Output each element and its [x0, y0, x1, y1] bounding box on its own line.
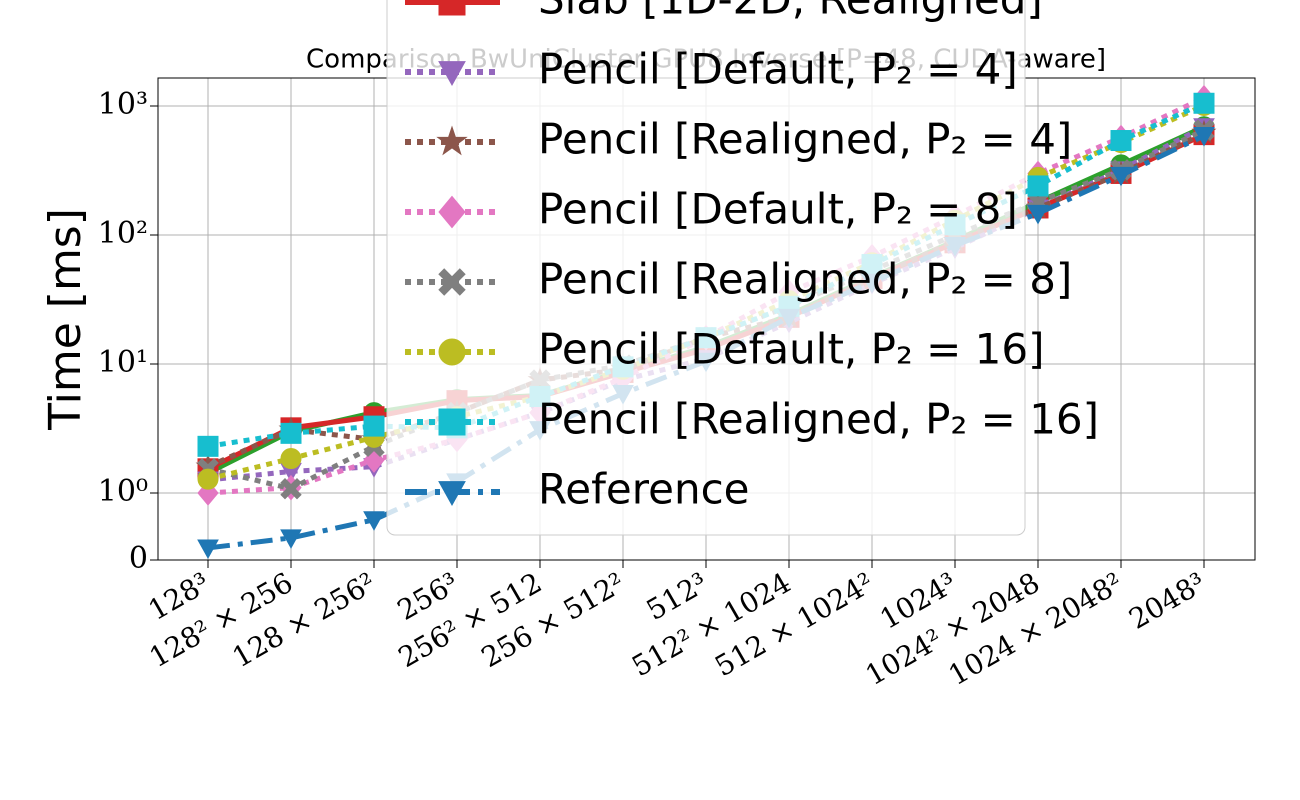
- marker: [1193, 92, 1215, 114]
- marker: [438, 61, 466, 87]
- y-tick-label: 0: [129, 541, 148, 576]
- marker: [280, 529, 302, 549]
- marker: [1193, 127, 1215, 147]
- legend-label: Pencil [Realigned, P₂ = 4]: [538, 115, 1072, 164]
- y-tick-label: 10⁰: [98, 474, 148, 509]
- y-tick-label: 10³: [98, 87, 148, 122]
- legend-box: [386, 0, 1026, 536]
- marker: [197, 539, 219, 559]
- legend-label: Pencil [Default, P₂ = 4]: [538, 45, 1018, 94]
- legend-label: Slab [1D-2D, Realigned]: [538, 0, 1043, 24]
- marker: [1027, 204, 1049, 225]
- marker: [280, 422, 302, 444]
- marker: [436, 125, 468, 156]
- marker: [197, 435, 219, 457]
- legend-label: Pencil [Default, P₂ = 8]: [538, 185, 1018, 234]
- marker: [438, 338, 466, 366]
- marker: [197, 468, 219, 490]
- marker: [1110, 166, 1132, 187]
- y-axis-label: Time [ms]: [40, 208, 91, 431]
- marker: [438, 481, 466, 507]
- legend-label: Pencil [Realigned, P₂ = 8]: [538, 255, 1072, 304]
- marker: [363, 511, 385, 531]
- marker: [280, 448, 302, 470]
- marker: [280, 477, 302, 500]
- legend-label: Pencil [Realigned, P₂ = 16]: [538, 395, 1099, 444]
- marker: [438, 195, 466, 229]
- marker: [438, 268, 466, 296]
- y-tick-label: 10²: [98, 216, 148, 251]
- marker: [363, 415, 385, 437]
- legend-label: Pencil [Default, P₂ = 16]: [538, 325, 1045, 374]
- legend-label: Reference: [538, 465, 750, 514]
- marker: [438, 408, 466, 436]
- y-tick-label: 10¹: [98, 345, 148, 380]
- marker: [1110, 130, 1132, 152]
- marker: [438, 0, 466, 16]
- marker: [1027, 175, 1049, 197]
